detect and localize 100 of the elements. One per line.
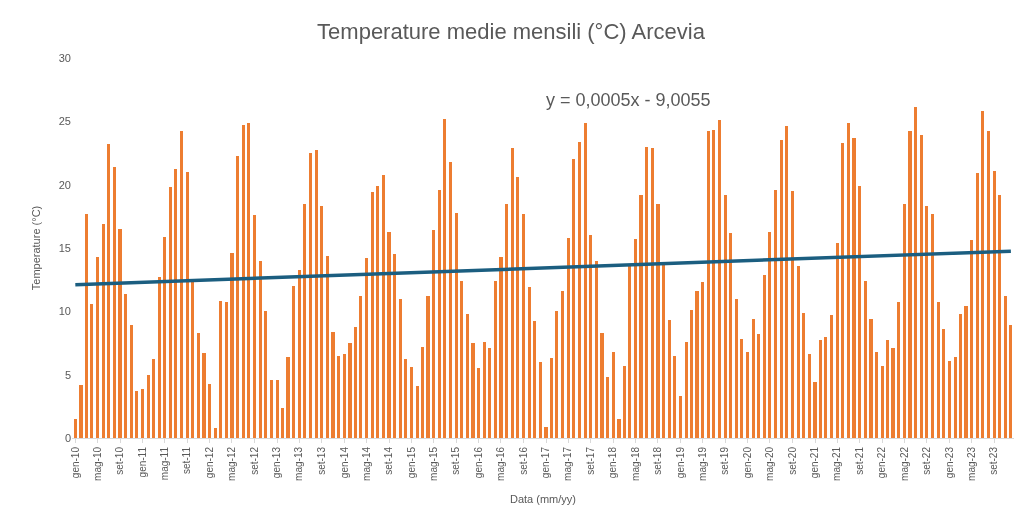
bar [931,214,934,438]
x-tick-label: gen-16 [472,446,484,479]
bar [673,356,676,438]
bar [354,327,357,438]
x-tick-label: mag-21 [831,446,843,481]
bar [567,238,570,438]
x-tick-label: mag-12 [226,446,238,481]
bar [208,384,211,438]
y-tick-label: 0 [64,431,71,444]
bar [639,195,643,438]
x-tick-label: gen-11 [136,446,148,478]
bar [387,232,391,438]
bar [90,304,93,438]
bar [785,126,788,438]
bar [219,301,222,438]
x-tick-label: set-10 [114,446,126,475]
x-tick-label: set-11 [181,446,193,475]
bar [365,258,368,438]
bar [808,354,811,438]
x-tick-label: set-20 [786,446,798,475]
bar [421,347,424,438]
bar [891,348,895,438]
bar [516,177,519,438]
bar [118,229,122,438]
bar [505,204,508,438]
bar [113,167,116,438]
bar [595,261,598,438]
bar [701,282,704,438]
x-tick-label: gen-10 [69,446,81,479]
bar [998,195,1001,438]
bar [584,123,587,438]
bar [791,191,794,438]
bar [824,337,827,438]
bar [331,332,335,438]
bar [404,359,407,438]
bar [668,320,671,438]
bar [903,204,906,438]
bar [724,195,727,438]
x-tick-label: gen-23 [943,446,955,479]
bar [679,396,682,438]
x-tick-label: gen-12 [203,446,215,479]
bar [186,172,189,438]
bar [107,144,110,438]
x-tick-label: mag-23 [965,446,977,481]
x-tick-label: set-16 [517,446,529,475]
bar [286,357,290,438]
bar [886,340,889,438]
bar [976,173,979,438]
x-tick-label: gen-14 [338,446,350,479]
y-tick-label: 30 [58,51,71,64]
bar [343,354,346,438]
bar [544,427,548,438]
bar [589,235,592,438]
bar [774,190,777,438]
bar [651,148,654,438]
bar [191,281,194,438]
bar [920,135,923,438]
bar [264,311,267,438]
bar [752,319,755,438]
bar [858,186,861,438]
bar [141,389,144,438]
bar [74,419,77,438]
x-tick-label: mag-19 [696,446,708,481]
bar [242,125,245,438]
y-tick-label: 5 [64,368,71,381]
x-tick-label: gen-17 [540,446,552,479]
bar [528,287,531,438]
bar [494,281,497,438]
bar [617,419,621,438]
bar [942,329,945,438]
bar [276,380,279,438]
bar [426,296,430,438]
bar [180,131,183,438]
bar [634,239,637,438]
bar [970,240,973,438]
bar [169,187,172,438]
bar [937,302,940,438]
bar [578,142,581,438]
bar [499,257,503,438]
bar [707,131,710,438]
x-tick-label: mag-17 [562,446,574,481]
bar [948,361,951,438]
bar [147,375,150,438]
bar [477,368,480,438]
bar [572,159,575,438]
x-tick-label: set-17 [585,446,597,475]
bar [449,162,452,438]
bar [628,264,631,438]
bar [197,333,200,438]
bar [348,343,352,438]
bar [130,325,133,438]
x-tick-label: set-23 [988,446,1000,475]
y-axis-title: Temperature (°C) [30,205,43,291]
bar [253,215,256,438]
bar [511,148,514,438]
x-tick-label: gen-21 [809,446,821,479]
x-tick-label: gen-18 [607,446,619,479]
x-tick-label: mag-16 [495,446,507,481]
bar [124,294,127,438]
bar [376,186,379,438]
